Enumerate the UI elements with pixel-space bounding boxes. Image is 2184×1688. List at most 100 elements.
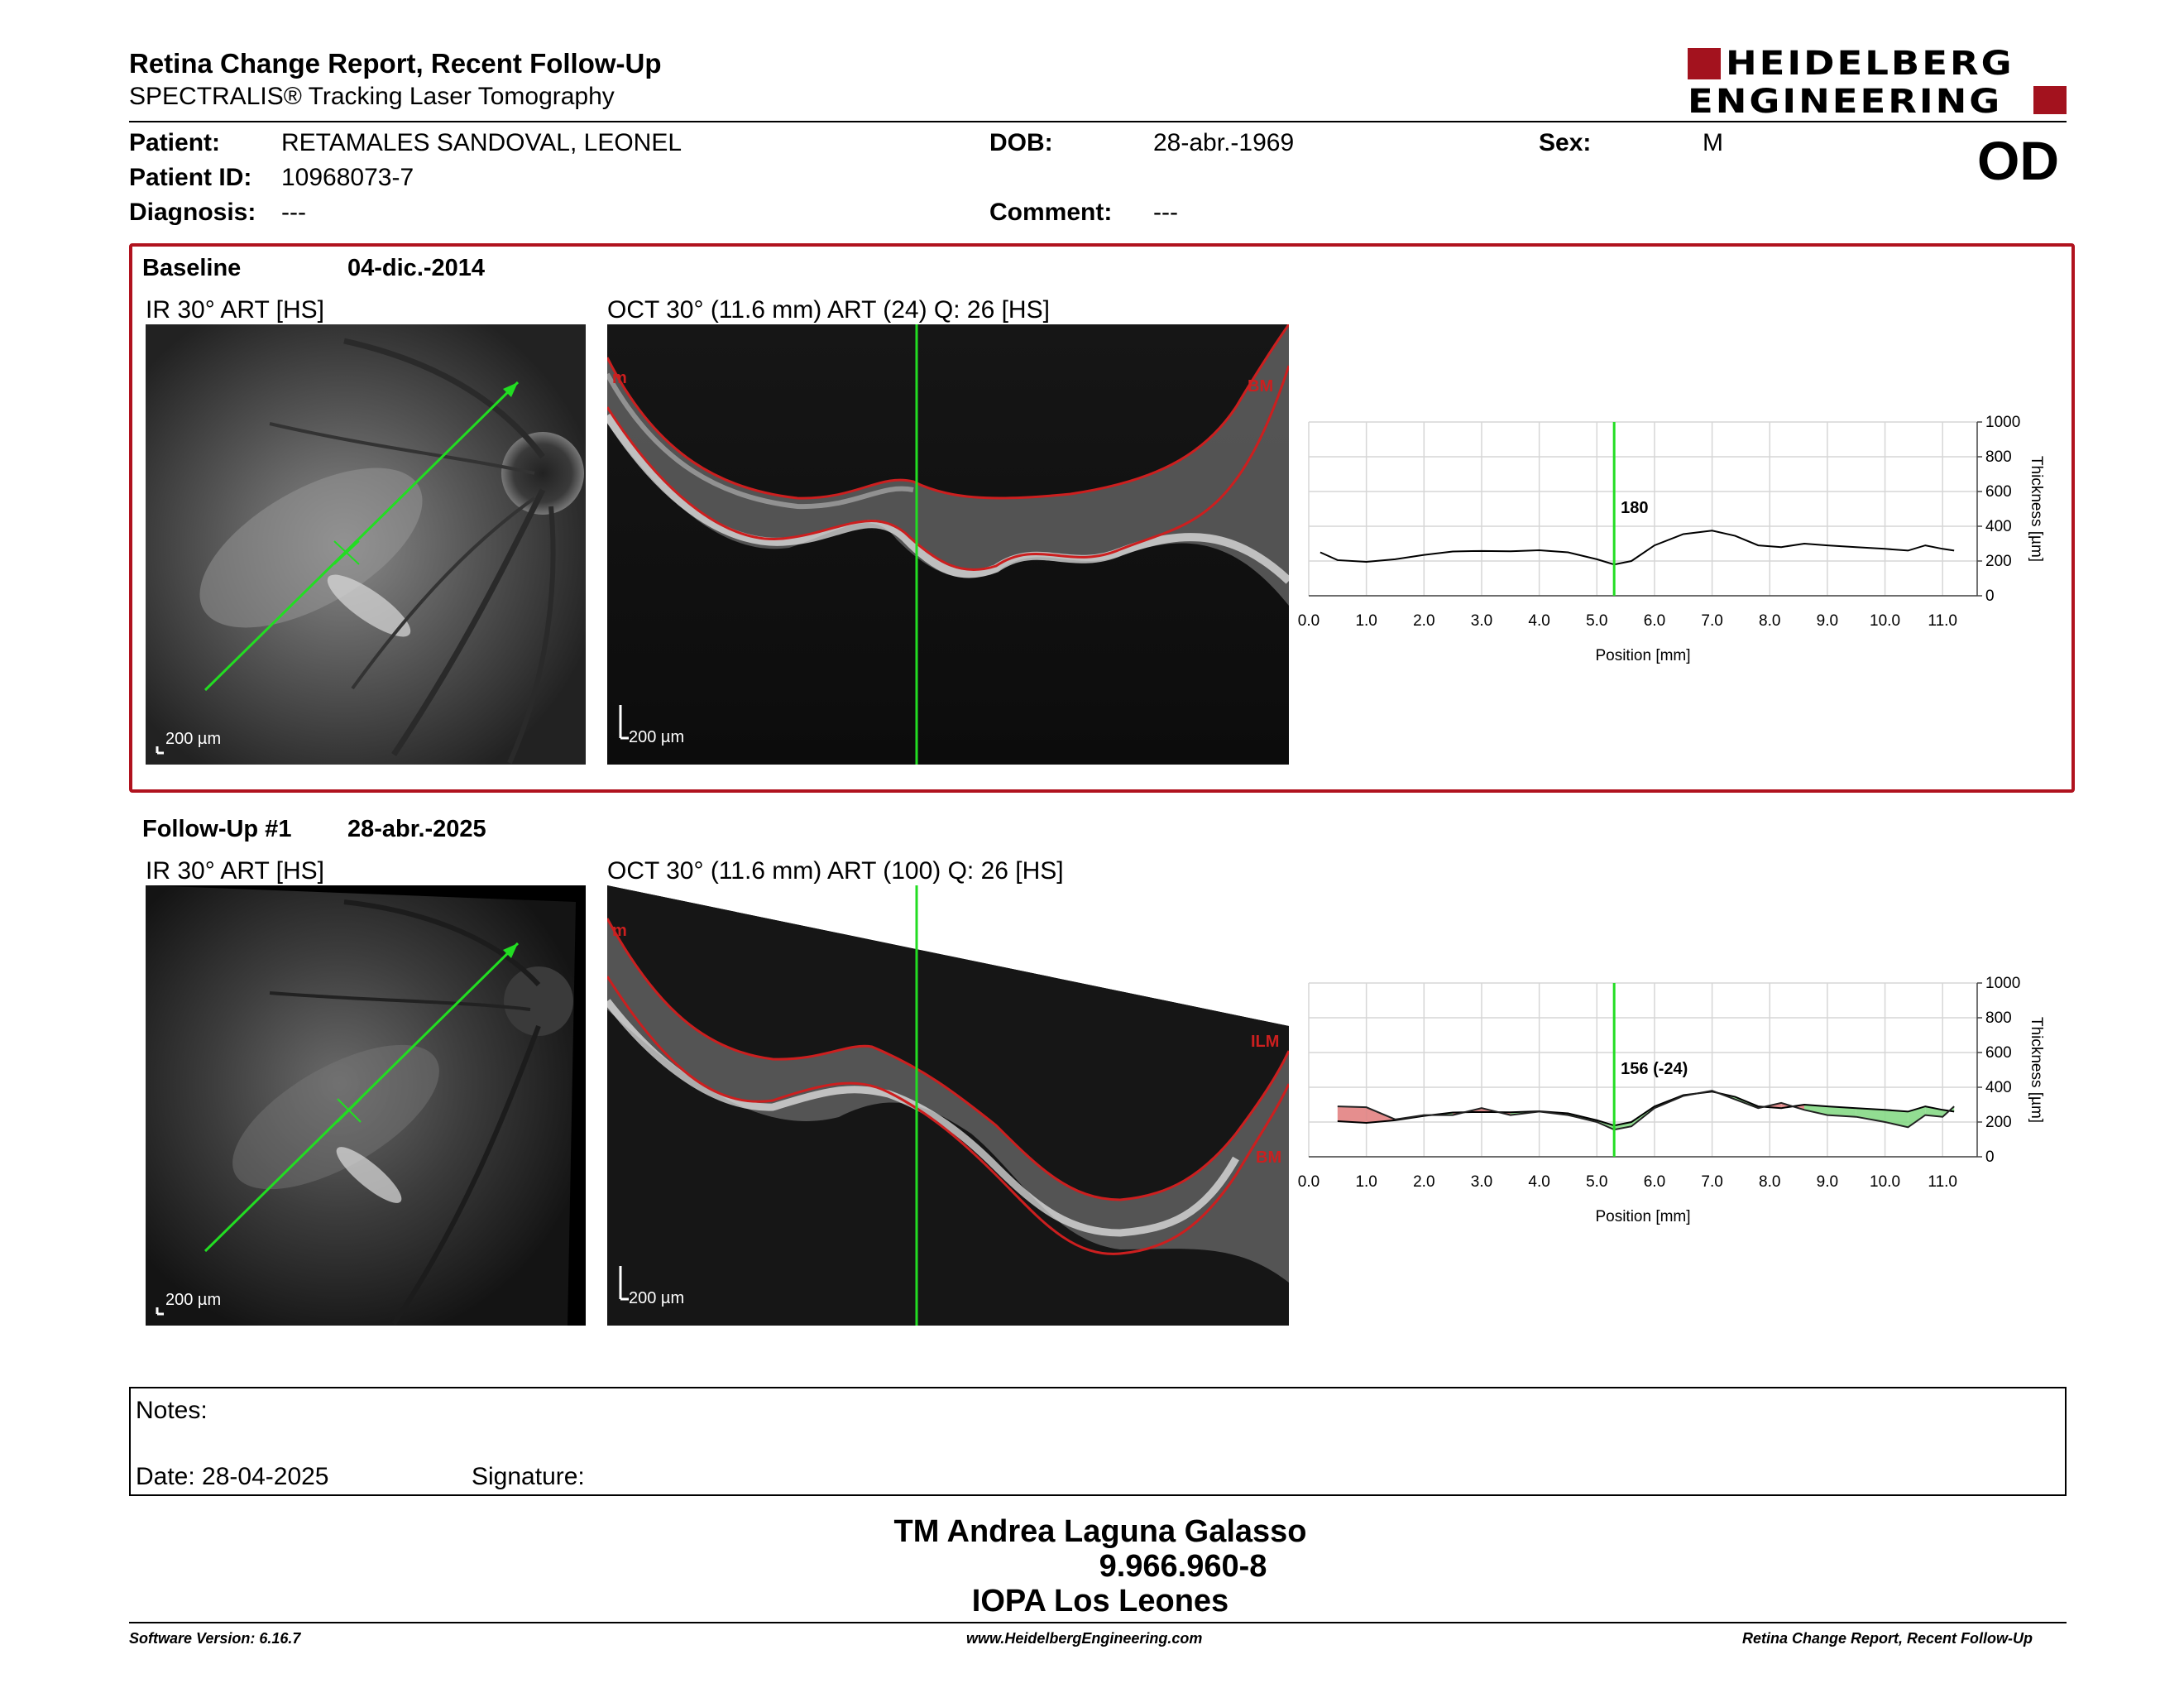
y-tick-label: 400	[1985, 1079, 2012, 1096]
followup-oct-caption: OCT 30° (11.6 mm) ART (100) Q: 26 [HS]	[607, 857, 1064, 885]
followup-seg-label-left: m	[612, 922, 627, 940]
sex-label: Sex:	[1539, 129, 1592, 156]
notes-date: Date: 28-04-2025	[136, 1463, 329, 1490]
followup-ir-caption: IR 30° ART [HS]	[146, 857, 324, 885]
x-tick-label: 11.0	[1928, 612, 1957, 630]
followup-date: 28-abr.-2025	[347, 816, 486, 842]
x-tick-label: 2.0	[1413, 612, 1434, 630]
logo-line-2: ENGINEERING	[1688, 81, 2003, 121]
x-tick-label: 11.0	[1928, 1173, 1957, 1191]
y-axis-label: Thickness [µm]	[2028, 456, 2045, 562]
y-tick-label: 1000	[1985, 975, 2020, 992]
x-tick-label: 7.0	[1701, 1173, 1722, 1191]
baseline-seg-label-bm: BM	[1248, 377, 1274, 396]
series-line	[1337, 1091, 1955, 1127]
comment-label: Comment:	[989, 199, 1113, 226]
marker-value-label: 156 (-24)	[1621, 1060, 1688, 1078]
followup-seg-label-ilm: ILM	[1251, 1033, 1280, 1051]
baseline-seg-label-left: m	[612, 369, 627, 387]
y-tick-label: 600	[1985, 1044, 2012, 1062]
footer-report: Retina Change Report, Recent Follow-Up	[1742, 1630, 2033, 1647]
x-tick-label: 6.0	[1644, 1173, 1665, 1191]
y-tick-label: 0	[1985, 587, 1995, 605]
difference-area	[1337, 1106, 1367, 1124]
notes-label: Notes:	[136, 1397, 208, 1424]
x-tick-label: 3.0	[1471, 612, 1492, 630]
x-tick-label: 5.0	[1586, 612, 1607, 630]
patient-id-value: 10968073-7	[281, 164, 414, 191]
followup-thickness-chart: 0.0 1.0 2.0 3.0 4.0 5.0 6.0 7.0 8.0 9.0 10.0 11.0 0 2…	[1298, 975, 2045, 1225]
followup-label: Follow-Up #1	[142, 816, 292, 842]
notes-box	[129, 1387, 2067, 1496]
difference-area	[1804, 1105, 1827, 1115]
eye-indicator: OD	[1977, 130, 2059, 191]
signer-id: 9.966.960-8	[1099, 1549, 1267, 1584]
baseline-label: Baseline	[142, 255, 242, 281]
x-tick-label: 9.0	[1817, 612, 1838, 630]
difference-area	[1925, 1106, 1943, 1117]
x-tick-label: 3.0	[1471, 1173, 1492, 1191]
baseline-thickness-chart: 0.0 1.0 2.0 3.0 4.0 5.0 6.0 7.0 8.0 9.0 10.0 11.0 0 2…	[1298, 414, 2045, 664]
logo-line-1: HEIDELBERG	[1726, 43, 2014, 83]
y-tick-label: 0	[1985, 1149, 1995, 1166]
baseline-oct-scale-label: 200 µm	[629, 728, 685, 746]
y-tick-label: 200	[1985, 553, 2012, 570]
notes-signature-label: Signature:	[472, 1463, 585, 1490]
signer-name: TM Andrea Laguna Galasso	[893, 1514, 1307, 1549]
dob-label: DOB:	[989, 129, 1053, 156]
x-tick-label: 0.0	[1298, 612, 1320, 630]
patient-id-label: Patient ID:	[129, 164, 252, 191]
x-tick-label: 7.0	[1701, 612, 1722, 630]
patient-value: RETAMALES SANDOVAL, LEONEL	[281, 129, 682, 156]
report-title: Retina Change Report, Recent Follow-Up	[129, 48, 662, 79]
comment-value: ---	[1153, 199, 1178, 226]
x-tick-label: 4.0	[1528, 1173, 1549, 1191]
y-tick-label: 600	[1985, 483, 2012, 501]
baseline-ir-caption: IR 30° ART [HS]	[146, 296, 324, 324]
difference-area	[1856, 1108, 1885, 1122]
followup-ir-scale-label: 200 µm	[165, 1291, 222, 1309]
report-subtitle: SPECTRALIS® Tracking Laser Tomography	[129, 83, 615, 110]
x-tick-label: 10.0	[1870, 612, 1900, 630]
x-tick-label: 8.0	[1759, 612, 1780, 630]
baseline-panel	[129, 243, 2075, 793]
difference-area	[1908, 1106, 1926, 1128]
y-tick-label: 400	[1985, 518, 2012, 535]
series-line	[1320, 530, 1955, 566]
followup-oct-scale-label: 200 µm	[629, 1289, 685, 1307]
x-tick-label: 10.0	[1870, 1173, 1900, 1191]
baseline-oct-caption: OCT 30° (11.6 mm) ART (24) Q: 26 [HS]	[607, 296, 1050, 324]
difference-area	[1614, 1122, 1632, 1130]
y-tick-label: 800	[1985, 448, 2012, 466]
sex-value: M	[1703, 129, 1723, 156]
signer-place: IOPA Los Leones	[971, 1584, 1229, 1618]
header-rule	[129, 121, 2067, 122]
x-tick-label: 1.0	[1355, 1173, 1377, 1191]
difference-area	[1758, 1102, 1782, 1109]
x-tick-label: 2.0	[1413, 1173, 1434, 1191]
followup-seg-label-bm: BM	[1256, 1149, 1282, 1167]
x-tick-label: 9.0	[1817, 1173, 1838, 1191]
difference-area	[1827, 1106, 1856, 1117]
series-line	[1337, 1090, 1955, 1131]
x-tick-label: 0.0	[1298, 1173, 1320, 1191]
logo-block-icon	[1688, 48, 1721, 79]
diagnosis-value: ---	[281, 199, 306, 226]
baseline-ir-scale-label: 200 µm	[165, 730, 222, 748]
x-tick-label: 1.0	[1355, 612, 1377, 630]
baseline-ir-fundus-image: 200 µm	[146, 324, 586, 765]
y-axis-label: Thickness [µm]	[2028, 1017, 2045, 1123]
x-tick-label: 6.0	[1644, 612, 1665, 630]
baseline-oct-bscan-image: m BM 200 µm	[607, 324, 1289, 765]
dob-value: 28-abr.-1969	[1153, 129, 1295, 156]
followup-oct-bscan-image: m ILM BM 200 µm	[607, 885, 1289, 1326]
followup-ir-fundus-image: 200 µm	[146, 885, 586, 1326]
x-tick-label: 4.0	[1528, 612, 1549, 630]
diagnosis-label: Diagnosis:	[129, 199, 256, 226]
y-tick-label: 200	[1985, 1114, 2012, 1131]
marker-value-label: 180	[1621, 499, 1648, 517]
y-tick-label: 1000	[1985, 414, 2020, 431]
x-axis-label: Position [mm]	[1595, 647, 1690, 664]
baseline-date: 04-dic.-2014	[347, 255, 486, 281]
y-tick-label: 800	[1985, 1009, 2012, 1027]
